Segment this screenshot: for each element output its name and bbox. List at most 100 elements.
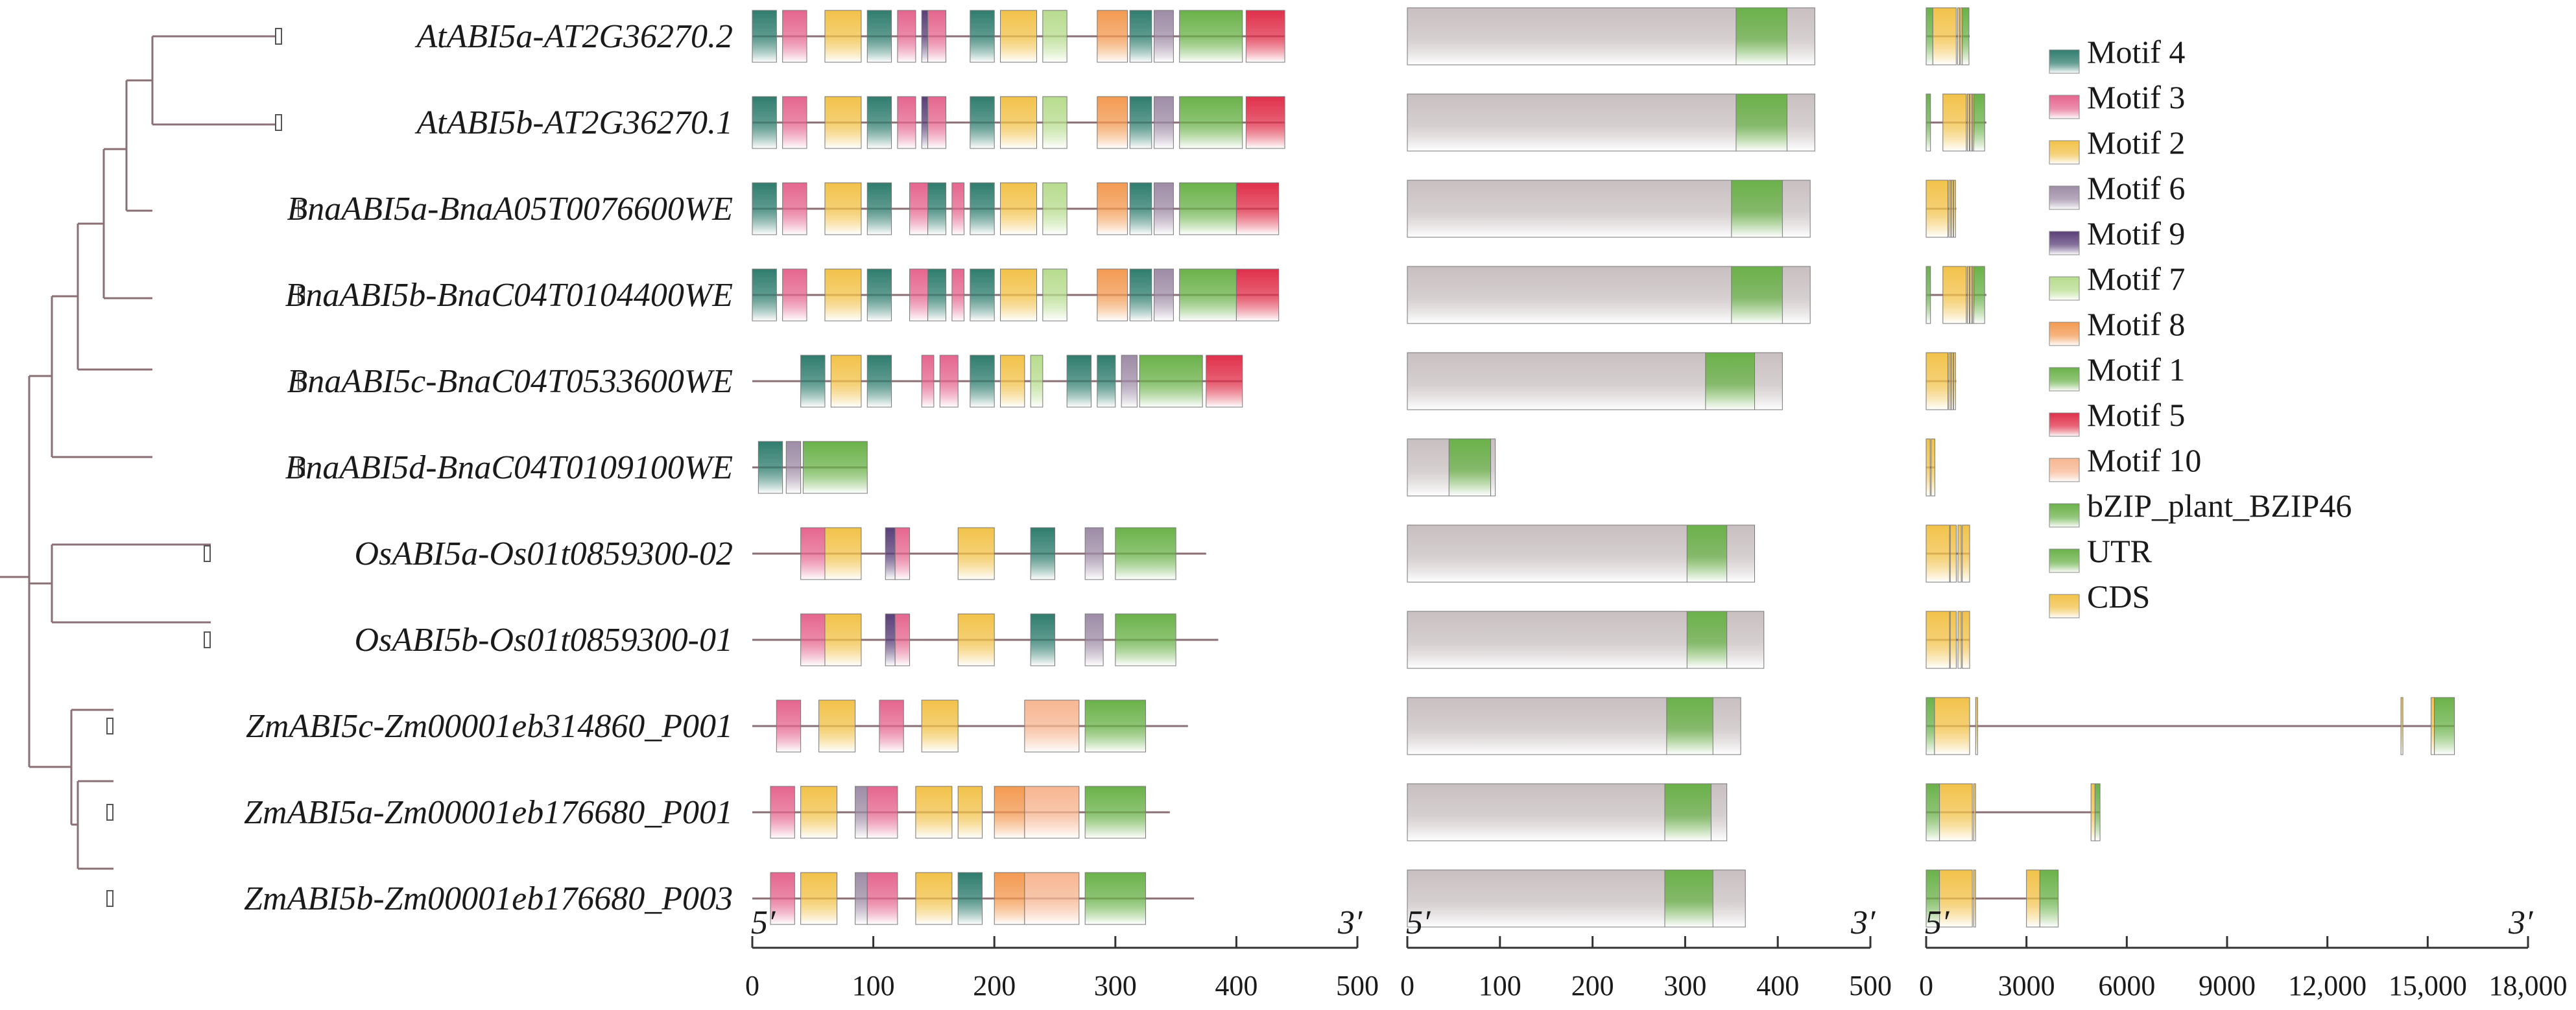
motif-2-block: [800, 786, 838, 839]
cds-block: [1926, 438, 1931, 497]
motif-3-block: [909, 268, 929, 322]
motif-10-block: [1024, 786, 1080, 839]
motif-4-block: [752, 10, 777, 63]
motif-2-block: [915, 872, 953, 925]
gene-label: BnaABI5b-BnaC04T0104400WE: [285, 277, 733, 314]
legend-swatch: [2049, 322, 2080, 346]
cds-block: [1975, 697, 1978, 755]
motif-3-block: [894, 527, 911, 580]
motif-6-block: [855, 872, 868, 925]
legend-label: CDS: [2087, 578, 2150, 615]
motif-2-block: [800, 872, 838, 925]
cds-block: [1948, 352, 1951, 410]
domain-panel: [1407, 7, 1815, 928]
bzip-domain-block: [1686, 524, 1728, 583]
axis-tick-label: 0: [745, 970, 759, 1002]
motif-1-block: [1115, 527, 1176, 580]
motif-8-block: [1097, 10, 1128, 63]
leaf-marker: [204, 631, 211, 648]
motif-4-block: [866, 182, 892, 235]
utr-block: [2094, 783, 2101, 841]
motif-4-block: [1030, 527, 1056, 580]
axis-tick-label: 6000: [2098, 970, 2155, 1002]
cds-block: [1973, 869, 1976, 928]
motif-4-block: [1097, 355, 1116, 408]
motif-2-block: [957, 613, 995, 666]
motif-4-block: [927, 268, 947, 322]
bzip-domain-block: [1666, 697, 1713, 755]
motif-2-block: [1000, 268, 1038, 322]
motif-7-block: [1042, 10, 1067, 63]
leaf-marker: [298, 287, 305, 303]
axis-5prime-label: 5′: [1406, 904, 1431, 941]
motif-4-block: [866, 355, 892, 408]
motif-2-block: [957, 786, 983, 839]
motif-7-block: [1042, 268, 1067, 322]
legend-label: Motif 9: [2087, 215, 2185, 252]
motif-9-block: [921, 96, 929, 149]
cds-block: [1934, 697, 1970, 755]
motif-4-block: [800, 355, 826, 408]
axis-3prime-label: 3′: [2508, 904, 2534, 941]
axis-3prime-label: 3′: [1850, 904, 1876, 941]
cds-block: [1962, 611, 1970, 669]
motif-4-block: [970, 96, 995, 149]
cds-block: [1932, 7, 1957, 65]
motif-2-block: [1000, 96, 1038, 149]
motif-3-block: [894, 613, 911, 666]
axis-tick-label: 400: [1215, 970, 1258, 1002]
motif-3-block: [800, 613, 826, 666]
motif-4-block: [757, 441, 783, 494]
utr-block: [2039, 869, 2059, 928]
axis-tick-label: 400: [1756, 970, 1799, 1002]
legend-label: Motif 6: [2087, 170, 2185, 206]
cds-block: [1973, 783, 1976, 841]
cds-block: [1957, 611, 1962, 669]
cds-block: [1970, 93, 1973, 152]
motif-6-block: [1154, 96, 1174, 149]
motif-6-block: [1154, 268, 1174, 322]
axis-tick-label: 18,000: [2489, 970, 2568, 1002]
motif-2-block: [824, 10, 862, 63]
motif-9-block: [885, 613, 896, 666]
cds-block: [2090, 783, 2095, 841]
motif-3-block: [897, 10, 916, 63]
legend-swatch: [2049, 231, 2080, 255]
motif-6-block: [1084, 613, 1104, 666]
legend-swatch: [2049, 49, 2080, 74]
motif-2-block: [830, 355, 862, 408]
motif-4-block: [970, 10, 995, 63]
bzip-domain-block: [1731, 266, 1783, 324]
cds-block: [1970, 266, 1973, 324]
motif-4-block: [752, 268, 777, 322]
utr-block: [1962, 7, 1970, 65]
cds-block: [1962, 524, 1970, 583]
axis-tick-label: 100: [852, 970, 895, 1002]
motif-1-block: [1179, 268, 1237, 322]
legend-label: bZIP_plant_BZIP46: [2087, 487, 2352, 524]
axis-3prime-label: 3′: [1337, 904, 1363, 941]
axis-tick-label: 3000: [1998, 970, 2055, 1002]
motif-5-block: [1206, 355, 1243, 408]
motif-9-block: [921, 10, 929, 63]
motif-6-block: [855, 786, 868, 839]
motif-3-block: [927, 96, 947, 149]
motif-7-block: [1042, 96, 1067, 149]
axis-5prime-label: 5′: [1925, 904, 1950, 941]
motif-1-block: [1179, 182, 1237, 235]
motif-4-block: [970, 355, 995, 408]
leaf-marker: [106, 890, 113, 907]
motif-10-block: [1024, 699, 1080, 753]
motif-9-block: [885, 527, 896, 580]
motif-6-block: [785, 441, 802, 494]
motif-5-block: [1245, 96, 1285, 149]
motif-1-block: [1115, 613, 1176, 666]
legend-label: Motif 7: [2087, 261, 2185, 297]
legend-label: UTR: [2087, 533, 2153, 569]
motif-3-block: [782, 96, 807, 149]
motif-4-block: [1129, 10, 1152, 63]
motif-3-block: [921, 355, 935, 408]
motif-2-block: [1000, 355, 1025, 408]
legend-swatch: [2049, 458, 2080, 482]
cds-block: [1926, 352, 1949, 410]
